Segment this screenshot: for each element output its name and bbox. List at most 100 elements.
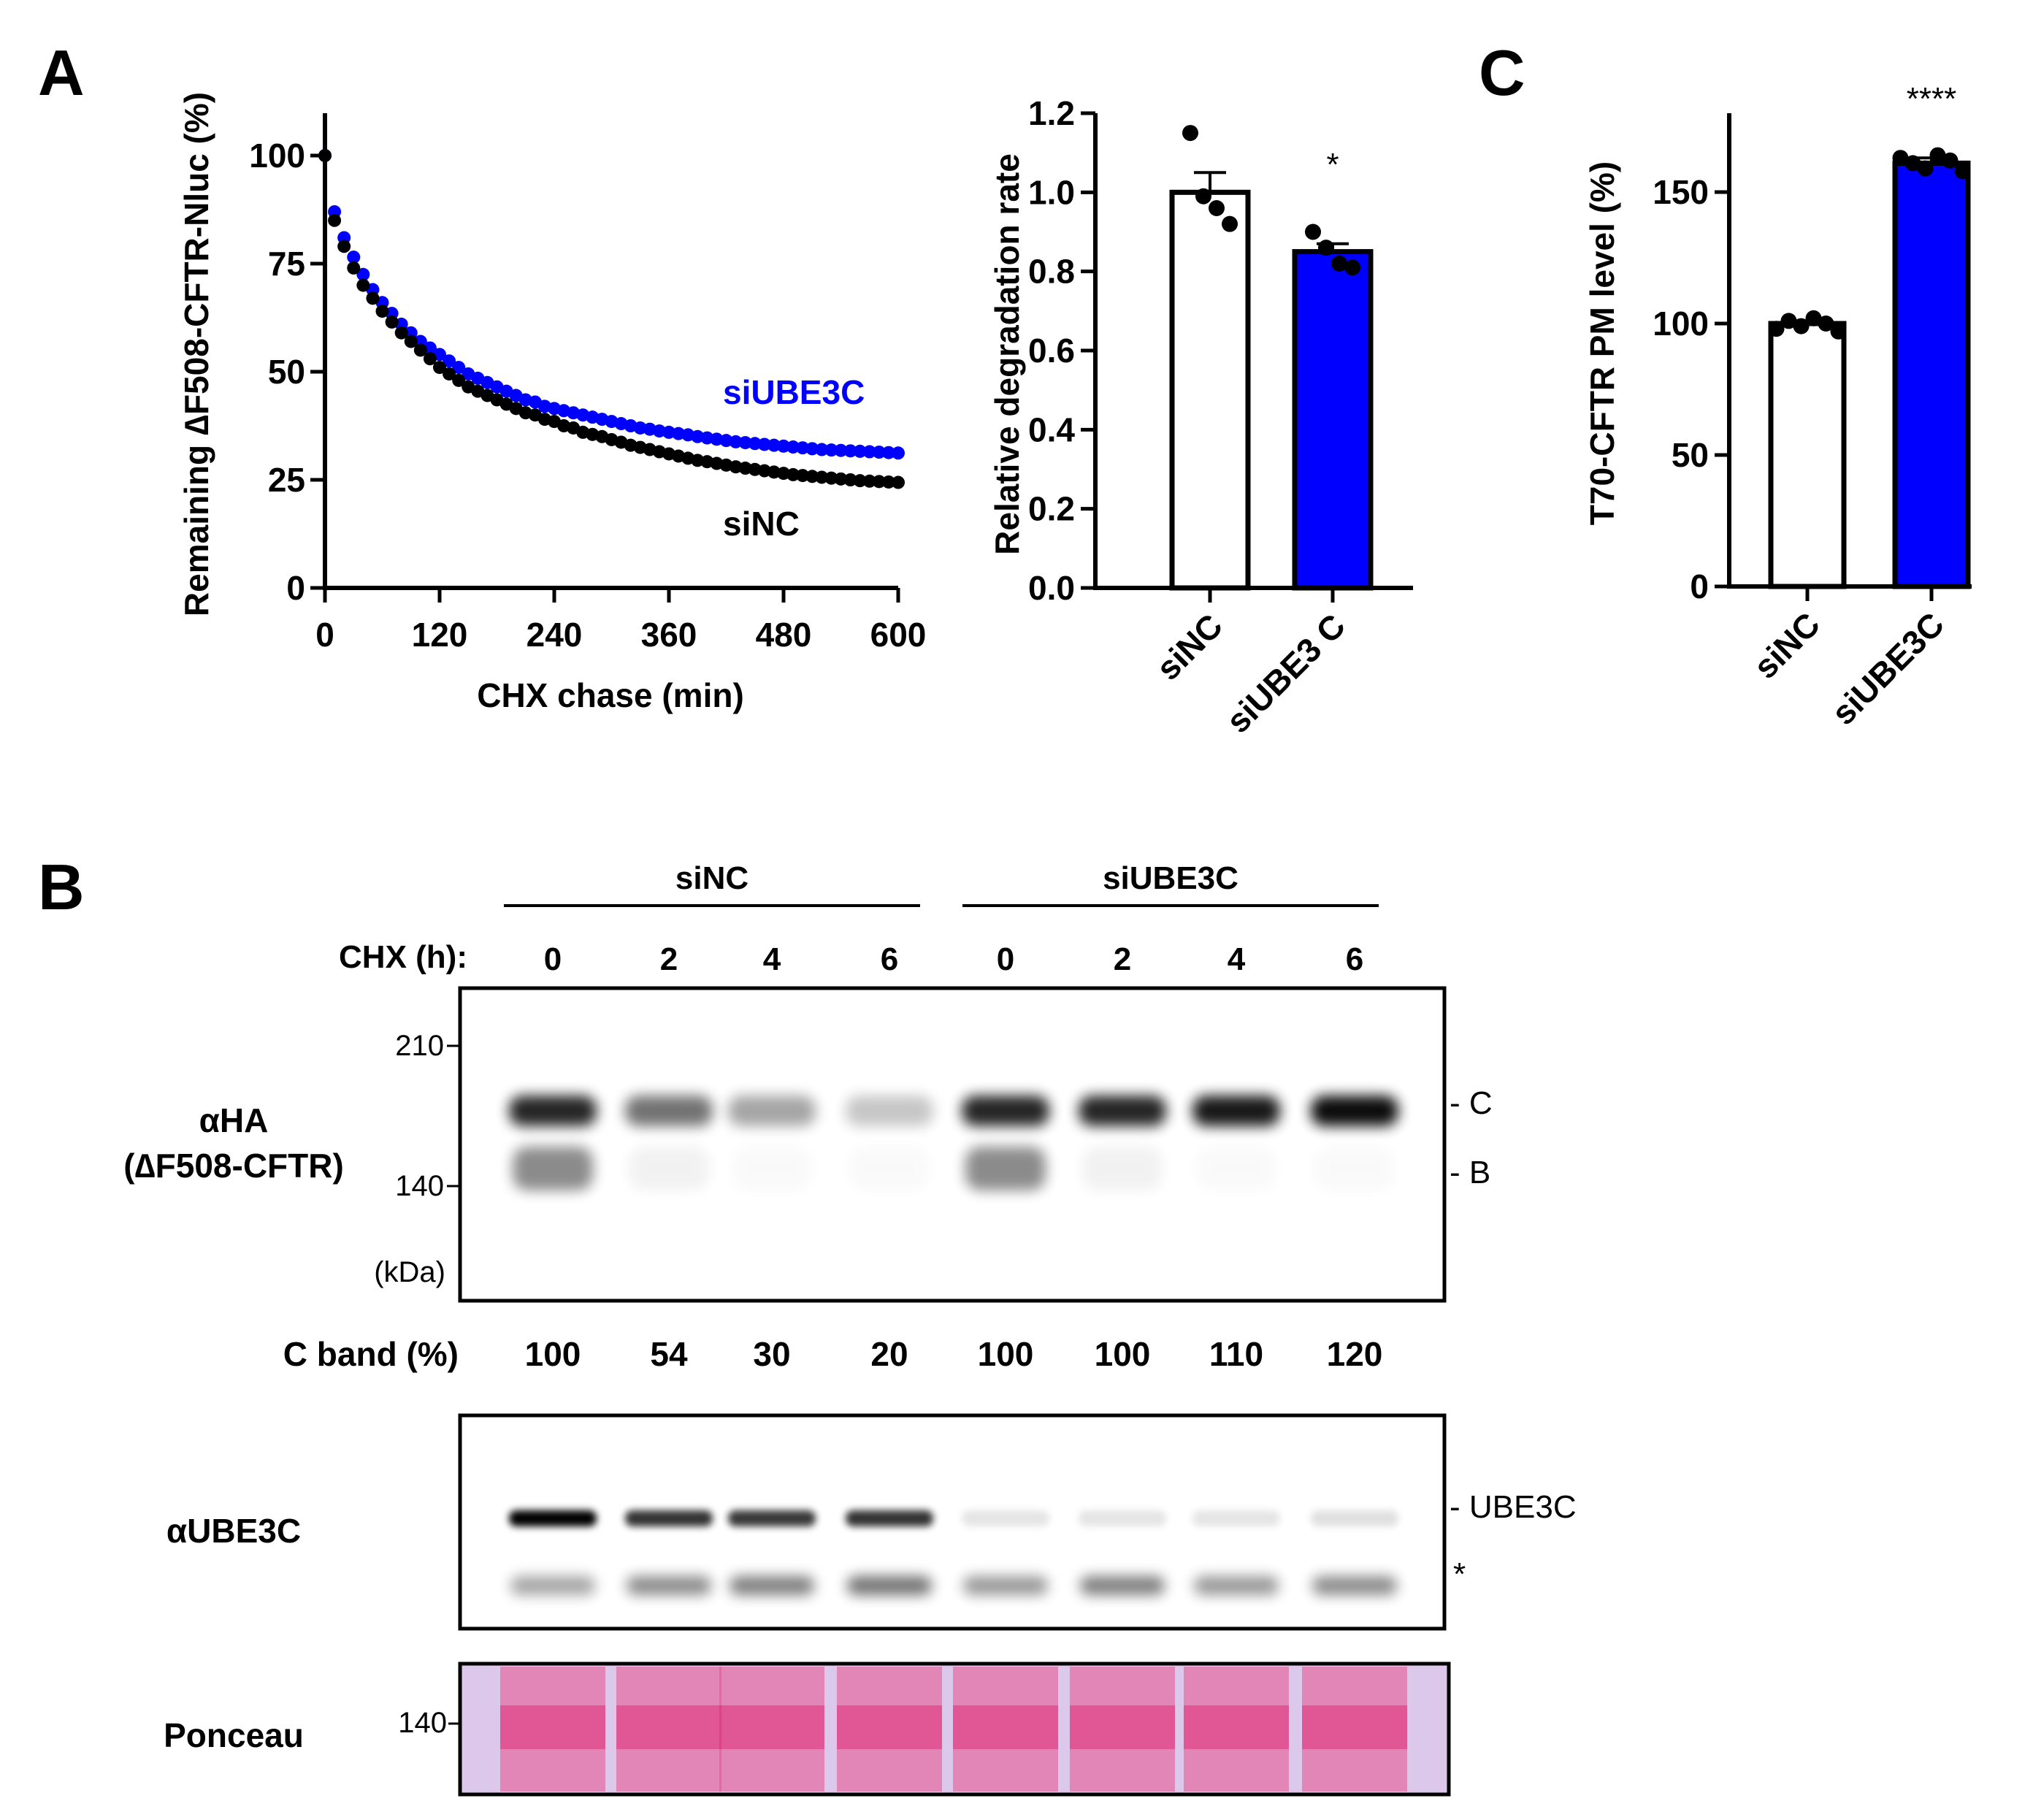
replicate-point <box>1818 316 1834 332</box>
category-label: siUBE3C <box>1824 605 1951 732</box>
band-c <box>728 1096 816 1126</box>
group-label-siube3c: siUBE3C <box>1103 860 1238 896</box>
band-b <box>849 1147 930 1190</box>
data-point-siube3c <box>805 442 819 456</box>
data-point-siube3c <box>892 446 905 460</box>
data-point-sinc <box>892 475 905 489</box>
data-point-sinc <box>834 472 848 486</box>
y-tick-label: 0 <box>1690 567 1709 605</box>
data-point-sinc <box>796 469 810 483</box>
band-c <box>1192 1096 1280 1126</box>
pm-chart-y-label: T70-CFTR PM level (%) <box>1583 161 1621 525</box>
data-point-sinc <box>786 467 800 481</box>
data-point-sinc <box>385 315 399 329</box>
replicate-point <box>1904 155 1921 172</box>
ponceau-lane-dense <box>953 1705 1058 1749</box>
ponceau-lane-dense <box>837 1705 942 1749</box>
data-point-sinc <box>729 460 743 474</box>
ponceau-panel <box>458 1662 1451 1797</box>
data-point-sinc <box>452 373 466 387</box>
lane-label: 2 <box>660 941 678 977</box>
x-tick-label: 120 <box>412 616 468 654</box>
x-tick-label: 0 <box>315 616 334 654</box>
band-nonspecific <box>963 1576 1048 1595</box>
y-tick-label: 75 <box>268 245 305 283</box>
data-point-siube3c <box>862 445 876 459</box>
band-c <box>962 1096 1049 1126</box>
data-point-siube3c <box>872 446 886 459</box>
decay-chart-x-label: CHX chase (min) <box>477 676 744 714</box>
ponceau-label: Ponceau <box>164 1716 304 1754</box>
bar-siube3c <box>1292 249 1374 591</box>
c-band-value: 100 <box>525 1335 581 1373</box>
ponceau-lane-dense <box>500 1705 605 1749</box>
data-point-siube3c <box>786 440 800 454</box>
ponceau-lane-dense <box>616 1705 721 1749</box>
data-point-sinc <box>757 464 771 478</box>
replicate-point <box>1793 318 1810 334</box>
ponceau-lane-dense <box>1302 1705 1407 1749</box>
data-point-siube3c <box>843 444 857 458</box>
c-band-value: 110 <box>1209 1335 1263 1373</box>
replicate-point <box>1954 163 1971 180</box>
data-point-siube3c <box>443 354 456 368</box>
y-tick-label: 50 <box>1672 436 1709 474</box>
band-ube3c <box>1311 1510 1398 1526</box>
replicate-point <box>1929 147 1946 164</box>
data-point-siube3c <box>881 446 895 459</box>
band-ube3c <box>962 1510 1049 1526</box>
bar-sinc <box>1169 189 1251 591</box>
ponceau-lane-dense <box>719 1705 824 1749</box>
data-point-siube3c <box>738 436 752 450</box>
data-point-sinc <box>318 149 332 162</box>
replicate-point <box>1305 223 1321 240</box>
y-tick-label: 0.4 <box>1028 410 1075 448</box>
replicate-point <box>1222 215 1238 232</box>
data-point-siube3c <box>356 267 370 281</box>
band-b <box>513 1147 593 1190</box>
x-tick-label: 600 <box>870 616 927 654</box>
replicate-point <box>1344 259 1360 276</box>
band-c-label: - C <box>1450 1085 1493 1121</box>
decay-chart-y-label: Remaining ∆F508-CFTR-Nluc (%) <box>177 92 215 616</box>
band-nonspecific <box>627 1576 711 1595</box>
data-point-sinc <box>337 240 351 253</box>
data-point-sinc <box>862 474 876 488</box>
y-tick-label: 0.0 <box>1028 569 1075 607</box>
data-point-siube3c <box>834 443 848 457</box>
replicate-point <box>1331 255 1347 272</box>
western-blot: siNC siUBE3C CHX (h): 0 2 4 6 0 2 4 6 αHA (∆F50… <box>123 860 1577 1797</box>
data-point-sinc <box>404 334 418 348</box>
data-point-siube3c <box>700 431 714 445</box>
data-point-sinc <box>366 291 380 305</box>
mw-marker-140: 140 <box>395 1170 444 1202</box>
data-point-sinc <box>375 305 389 318</box>
band-nonspecific <box>510 1576 595 1595</box>
data-point-siube3c <box>691 429 705 443</box>
y-tick-label: 0 <box>286 569 305 607</box>
lane-label: 4 <box>1228 941 1246 977</box>
data-point-sinc <box>356 278 370 292</box>
band-ube3c <box>846 1510 933 1526</box>
lane-label: 0 <box>544 941 562 977</box>
ha-antibody-label: αHA <box>199 1101 269 1139</box>
c-band-label: C band (%) <box>283 1335 459 1373</box>
c-band-value: 100 <box>1095 1335 1151 1373</box>
data-point-sinc <box>738 462 752 475</box>
ha-target-label: (∆F508-CFTR) <box>123 1147 344 1185</box>
replicate-point <box>1780 313 1797 329</box>
lane-label: 2 <box>1114 941 1131 977</box>
panel-label-b: B <box>38 851 85 923</box>
data-point-siube3c <box>633 421 647 435</box>
band-c <box>509 1096 597 1126</box>
y-tick-label: 1.2 <box>1028 94 1075 132</box>
data-point-sinc <box>815 470 829 484</box>
band-ube3c <box>509 1510 597 1526</box>
bar-siube3c <box>1892 160 1971 589</box>
data-point-sinc <box>423 352 437 366</box>
data-point-siube3c <box>710 432 724 446</box>
band-nonspecific <box>847 1576 932 1595</box>
